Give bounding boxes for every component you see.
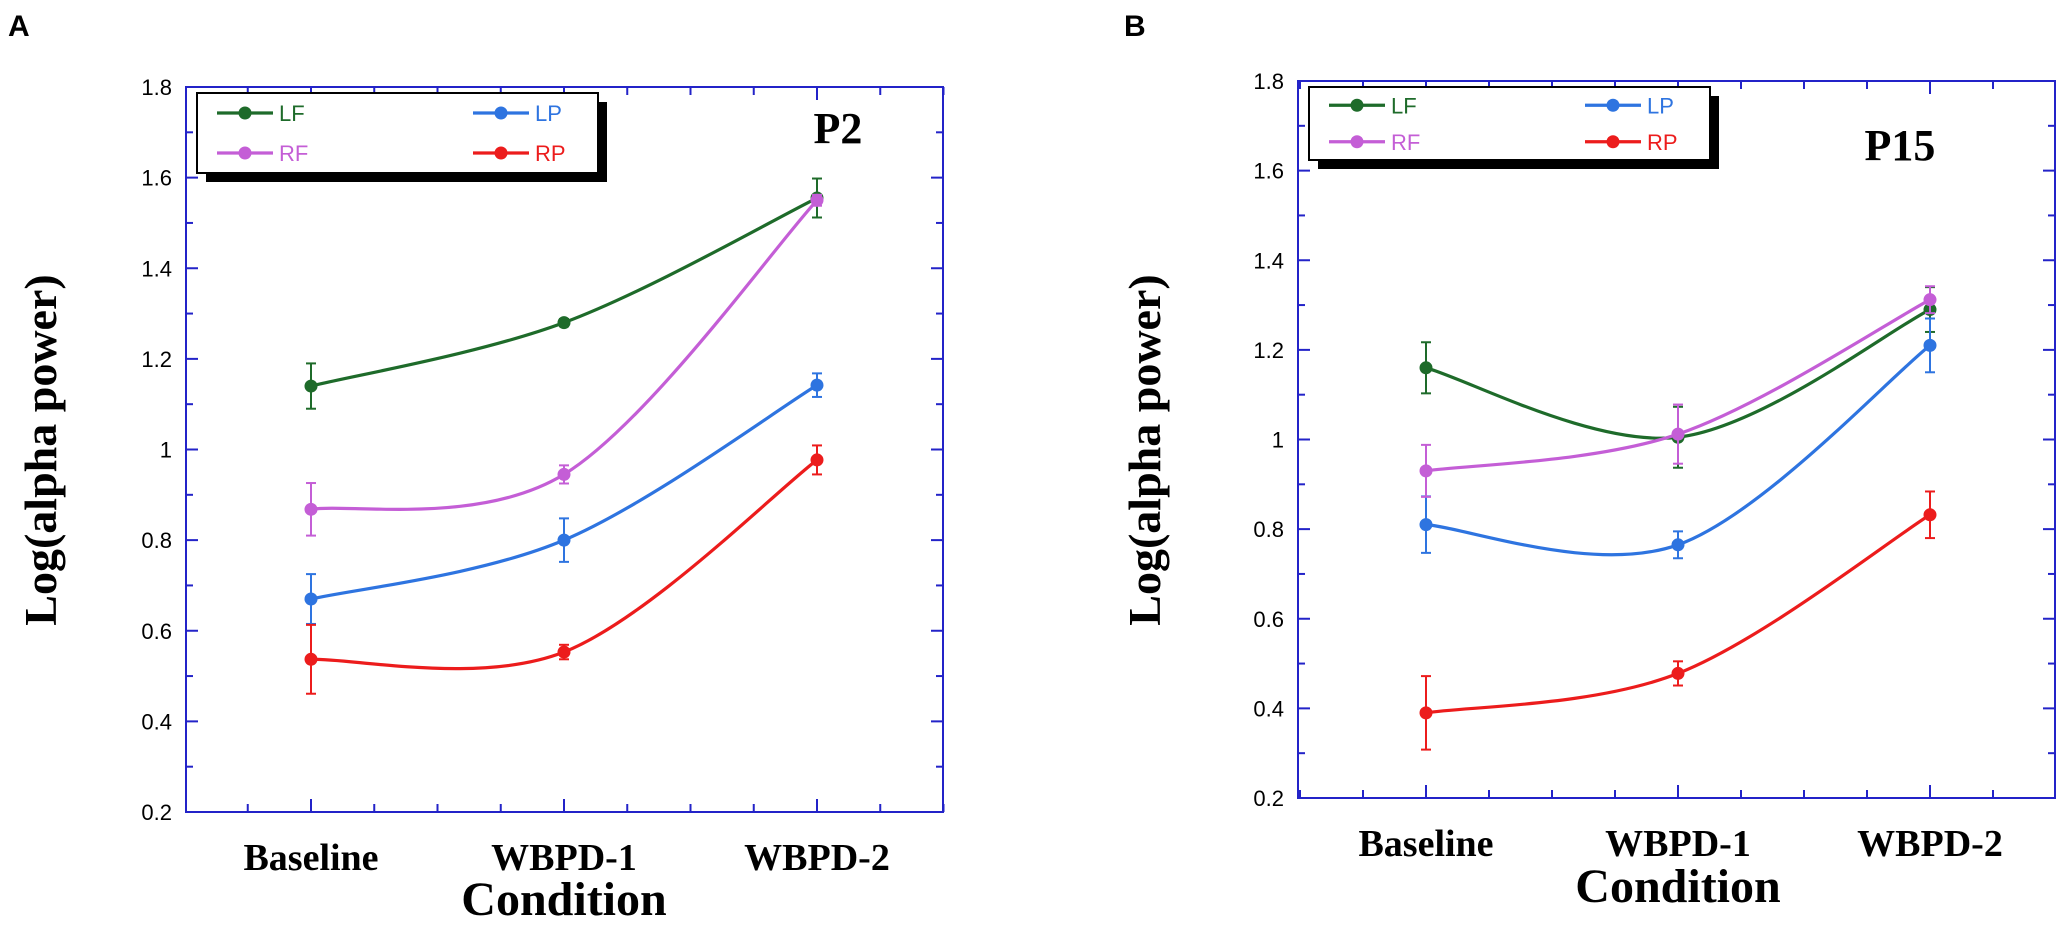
x-tick-label: WBPD-2 (744, 837, 890, 879)
panel-letter: B (1124, 10, 1146, 43)
data-point (1671, 666, 1685, 680)
y-tick-label: 0.8 (1253, 517, 1284, 542)
y-tick-label: 1.4 (141, 256, 172, 281)
data-point (557, 467, 571, 481)
plot-frame (185, 86, 944, 813)
data-point (810, 378, 824, 392)
data-point (1419, 706, 1433, 720)
chart-title: P2 (814, 104, 863, 153)
y-tick-label: 1.8 (1253, 69, 1284, 94)
legend-swatch-marker (494, 146, 508, 160)
legend-swatch-marker (238, 106, 252, 120)
legend-swatch-marker (1350, 98, 1364, 112)
y-tick-label: 0.4 (141, 709, 172, 734)
y-tick-label: 1.6 (141, 166, 172, 191)
data-point (1923, 338, 1937, 352)
data-point (1671, 427, 1685, 441)
legend-swatch-marker (1606, 98, 1620, 112)
legend-label: RF (1391, 130, 1420, 155)
legend-label: LP (535, 101, 562, 126)
legend-box (1308, 86, 1711, 161)
legend-swatch-marker (238, 146, 252, 160)
data-point (557, 533, 571, 547)
series-line (310, 458, 818, 671)
data-point (557, 645, 571, 659)
series-lp (1419, 317, 1937, 560)
legend-label: RP (535, 141, 566, 166)
data-point (810, 193, 824, 207)
data-point (810, 453, 824, 467)
data-point (1923, 508, 1937, 522)
series-line (310, 383, 818, 601)
legend-swatch-marker (1350, 135, 1364, 149)
data-point (1419, 464, 1433, 478)
legend-label: RF (279, 141, 308, 166)
y-tick-label: 0.2 (141, 800, 172, 825)
legend-box (196, 92, 599, 174)
x-tick-label: WBPD-1 (1605, 823, 1751, 865)
data-point (304, 379, 318, 393)
data-point (557, 316, 571, 330)
panel-letter: A (8, 10, 30, 43)
y-tick-label: 1.4 (1253, 248, 1284, 273)
x-tick-label: WBPD-1 (491, 837, 637, 879)
legend-label: RP (1647, 130, 1678, 155)
data-point (304, 592, 318, 606)
legend-swatch-marker (494, 106, 508, 120)
series-rf (1419, 285, 1937, 498)
y-tick-label: 1 (160, 438, 172, 463)
x-tick-label: WBPD-2 (1857, 823, 2003, 865)
series-rf (304, 193, 824, 537)
series-line (310, 199, 819, 511)
x-axis-label: Condition (461, 873, 666, 926)
legend-label: LF (279, 101, 305, 126)
y-tick-label: 0.8 (141, 528, 172, 553)
y-axis-label: Log(alpha power) (1119, 274, 1170, 625)
x-tick-label: Baseline (1358, 823, 1493, 865)
y-axis-label: Log(alpha power) (15, 274, 66, 625)
series-rp (304, 444, 824, 695)
data-point (304, 502, 318, 516)
x-axis-label: Condition (1575, 860, 1780, 913)
y-tick-label: 0.4 (1253, 696, 1284, 721)
panel-b: B 0.2 0.4 0.6 0.8 1 1.2 1.4 1.6 1.8 Baseline WBPD-1… (1119, 10, 2056, 913)
legend-label: LP (1647, 93, 1674, 118)
panel-a: A 0.2 0.4 0.6 0.8 1 1.2 1.4 1.6 1.8 Baseline WBPD-1… (8, 10, 945, 926)
legend: LF LP RF RP (1308, 86, 1719, 169)
y-tick-label: 1.2 (141, 347, 172, 372)
y-tick-label: 1.2 (1253, 338, 1284, 363)
legend: LF LP RF RP (196, 92, 607, 182)
y-tick-label: 0.6 (141, 619, 172, 644)
data-point (1671, 538, 1685, 552)
data-point (1419, 518, 1433, 532)
series-rp (1419, 490, 1937, 751)
y-tick-label: 1.6 (1253, 159, 1284, 184)
y-tick-label: 0.6 (1253, 607, 1284, 632)
series-lf (304, 177, 824, 410)
legend-swatch-marker (1606, 135, 1620, 149)
y-tick-label: 1 (1272, 428, 1284, 453)
y-tick-label: 0.2 (1253, 786, 1284, 811)
legend-label: LF (1391, 93, 1417, 118)
data-point (1419, 361, 1433, 375)
x-tick-label: Baseline (243, 837, 378, 879)
data-point (304, 652, 318, 666)
chart-title: P15 (1865, 121, 1936, 170)
y-tick-label: 1.8 (141, 75, 172, 100)
data-point (1923, 293, 1937, 307)
series-lp (304, 372, 824, 625)
